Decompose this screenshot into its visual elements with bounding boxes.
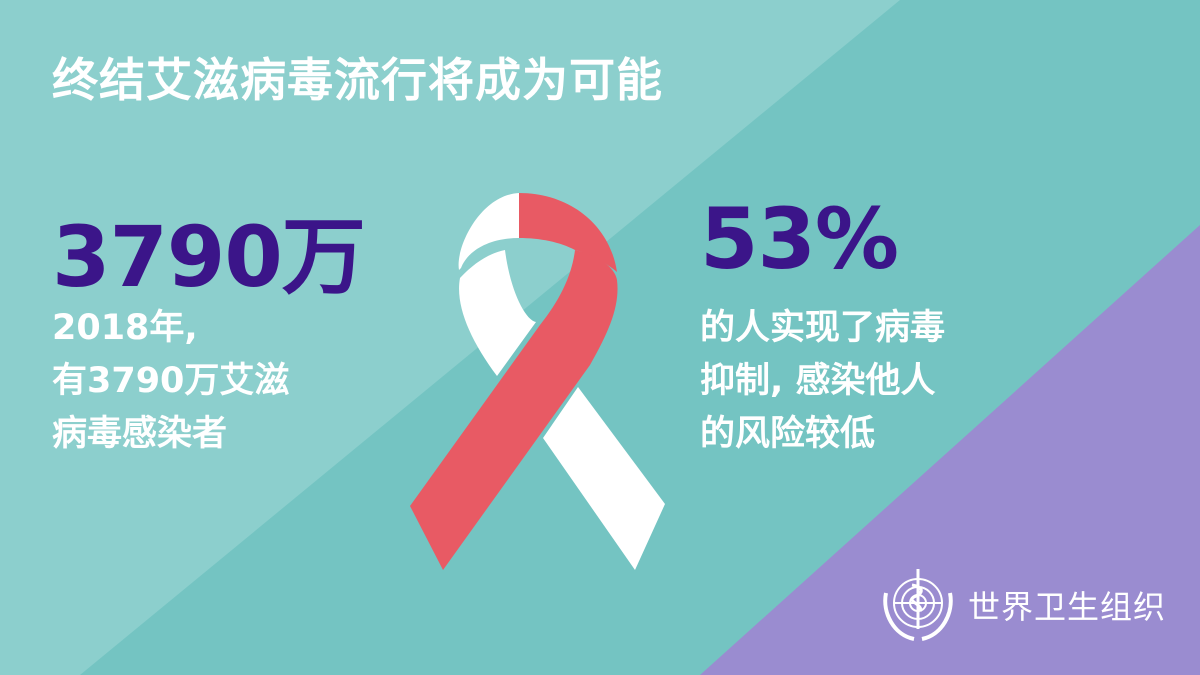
infected-count-stat: 3790万 xyxy=(52,208,366,306)
purple-corner xyxy=(700,225,1200,675)
viral-suppression-stat: 53% xyxy=(700,190,899,288)
viral-suppression-description: 的人实现了病毒 抑制, 感染他人 的风险较低 xyxy=(700,302,945,461)
description-line: 病毒感染者 xyxy=(52,414,228,454)
organization-name: 世界卫生组织 xyxy=(968,588,1167,626)
description-line: 有3790万艾滋 xyxy=(52,361,290,401)
description-line: 2018年, xyxy=(52,308,198,348)
headline: 终结艾滋病毒流行将成为可能 xyxy=(52,53,663,107)
description-line: 抑制, 感染他人 xyxy=(700,361,936,401)
description-line: 的人实现了病毒 xyxy=(700,308,946,348)
infected-count-description: 2018年, 有3790万艾滋 病毒感染者 xyxy=(52,302,289,461)
light-diagonal-band xyxy=(0,0,900,675)
who-emblem-icon xyxy=(883,569,953,641)
description-line: 的风险较低 xyxy=(700,414,876,454)
aids-ribbon-icon xyxy=(410,193,665,570)
